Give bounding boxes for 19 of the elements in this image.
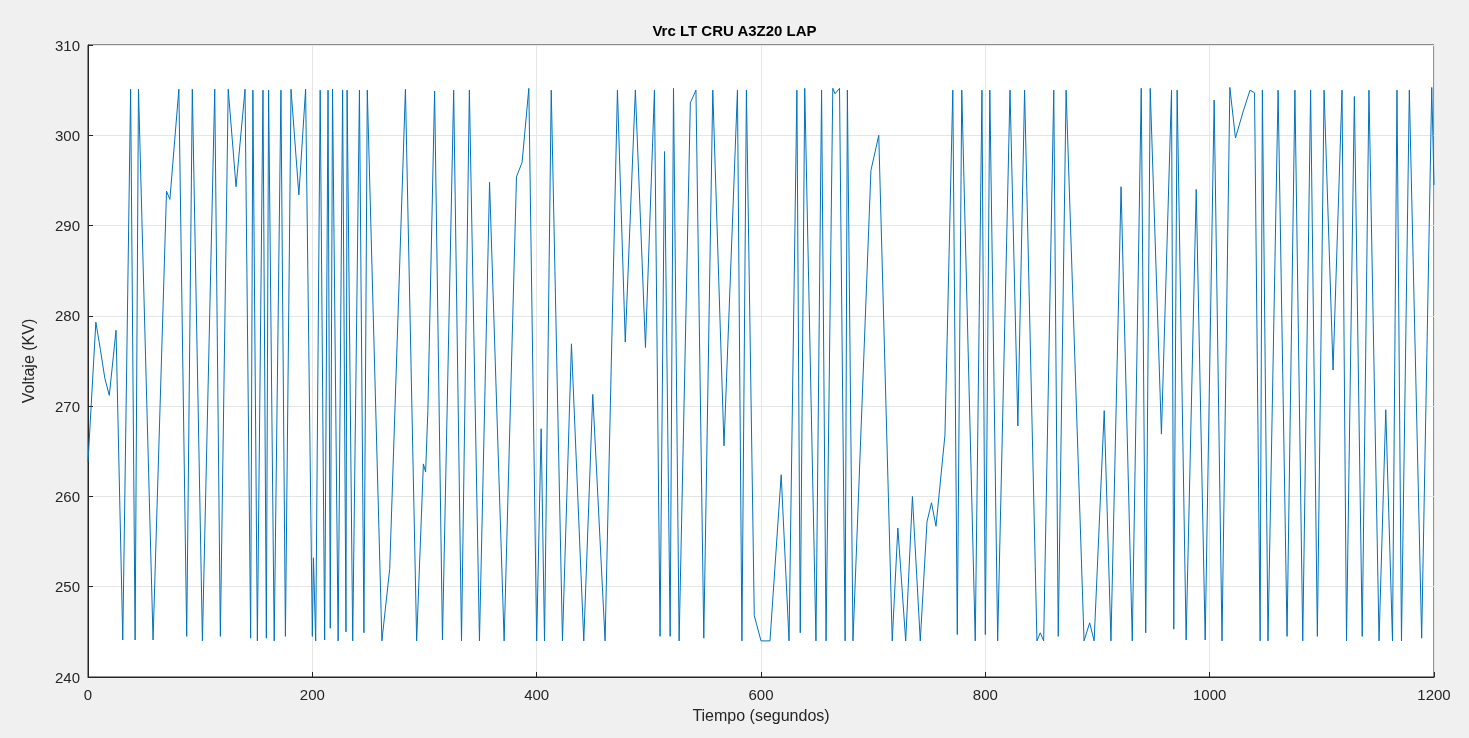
chart-title: Vrc LT CRU A3Z20 LAP	[652, 22, 817, 39]
x-tick-label: 200	[299, 686, 325, 703]
x-tick-label: 0	[83, 686, 93, 703]
x-tick-label: 600	[748, 686, 774, 703]
x-tick-label: 800	[972, 686, 998, 703]
y-axis-title: Voltaje (KV)	[19, 318, 37, 404]
x-axis-title: Tiempo (segundos)	[692, 706, 830, 724]
y-tick-label: 310	[54, 36, 80, 54]
x-tick-label: 400	[524, 686, 550, 703]
x-tick-label: 1200	[1417, 686, 1451, 703]
y-tick-label: 260	[54, 487, 80, 505]
y-tick-label: 250	[54, 578, 80, 596]
y-tick-label: 280	[54, 307, 80, 325]
x-tick-label: 1000	[1192, 686, 1227, 703]
line-series	[87, 86, 1435, 642]
y-tick-label: 300	[54, 126, 80, 144]
y-tick-label: 270	[54, 397, 80, 415]
y-tick-label: 240	[54, 668, 80, 686]
y-tick-label: 290	[54, 217, 80, 235]
